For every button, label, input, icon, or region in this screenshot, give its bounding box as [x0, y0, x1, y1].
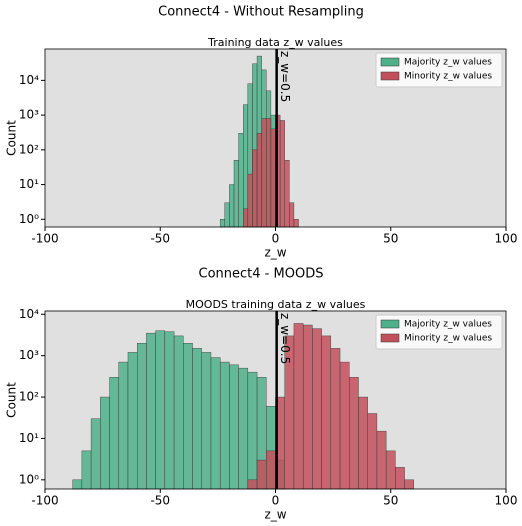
bar	[256, 133, 262, 228]
reference-label: z_w=0.5	[278, 51, 292, 102]
y-tick-label: 10²	[19, 390, 39, 404]
bar	[284, 160, 290, 228]
x-tick-label: 50	[383, 494, 398, 508]
y-tick-label: 10⁰	[19, 472, 39, 486]
bar	[201, 352, 212, 490]
bar	[247, 479, 258, 490]
bar	[256, 459, 267, 490]
bar	[339, 361, 350, 490]
y-axis-label: Count	[5, 382, 19, 418]
bar	[293, 323, 304, 490]
bar	[293, 219, 299, 228]
axes-title: Training data z_w values	[207, 36, 343, 49]
bar	[302, 324, 313, 490]
bar	[312, 328, 322, 490]
legend-swatch	[380, 333, 400, 343]
bar	[155, 330, 166, 490]
bar	[395, 467, 405, 490]
bar	[127, 352, 138, 490]
bar	[349, 377, 359, 490]
bar	[210, 357, 221, 490]
legend-label: Minority z_w values	[404, 334, 492, 344]
x-tick-label: -100	[31, 494, 58, 508]
bar	[270, 128, 276, 228]
bar	[118, 361, 129, 490]
bar	[385, 450, 396, 490]
bar	[219, 219, 225, 228]
y-tick-label: 10⁴	[19, 73, 39, 87]
bar	[100, 396, 110, 490]
x-tick-label: -50	[150, 494, 170, 508]
y-tick-label: 10¹	[19, 177, 39, 191]
bar	[367, 413, 378, 490]
bar	[136, 343, 147, 490]
figure-title: Connect4 - Without Resampling	[158, 5, 364, 20]
bar	[266, 118, 272, 228]
bar	[376, 430, 387, 490]
bar	[229, 364, 239, 490]
x-tick-label: 100	[495, 232, 518, 246]
bar	[279, 120, 285, 228]
bar	[358, 396, 368, 490]
legend-box	[375, 314, 503, 350]
bar	[247, 371, 258, 490]
reference-label: z_w=0.5	[278, 313, 292, 364]
y-axis-label: Count	[5, 120, 19, 156]
bar	[243, 208, 249, 228]
bar	[266, 450, 276, 490]
bar	[330, 348, 341, 490]
bar	[164, 331, 175, 490]
legend-label: Majority z_w values	[404, 58, 492, 68]
bar	[72, 479, 83, 490]
y-tick-label: 10²	[19, 142, 39, 156]
x-axis-label: z_w	[264, 246, 286, 260]
y-tick-label: 10³	[19, 108, 39, 122]
x-tick-label: 100	[495, 494, 518, 508]
bar	[109, 377, 119, 490]
bar	[192, 348, 202, 490]
axes-title: MOODS training data z_w values	[186, 298, 366, 311]
x-tick-label: 0	[272, 232, 280, 246]
bar	[90, 418, 101, 490]
x-tick-label: -50	[150, 232, 170, 246]
legend-swatch	[380, 319, 400, 329]
bar	[229, 184, 235, 228]
y-tick-label: 10¹	[19, 431, 39, 445]
bar	[321, 335, 332, 490]
bar	[238, 133, 244, 228]
legend-label: Minority z_w values	[404, 72, 492, 82]
bar	[261, 118, 267, 228]
x-axis-label: z_w	[264, 508, 286, 522]
bar	[247, 173, 253, 228]
y-tick-label: 10⁰	[19, 212, 39, 226]
bar	[146, 332, 156, 490]
bar	[173, 335, 184, 490]
bar	[183, 343, 193, 490]
bar	[404, 479, 414, 490]
legend-box	[375, 52, 503, 88]
bar	[233, 160, 239, 228]
bar	[289, 202, 295, 228]
bar	[224, 202, 230, 228]
legend-label: Majority z_w values	[404, 320, 492, 330]
y-tick-label: 10³	[19, 348, 39, 362]
figure-title: Connect4 - MOODS	[199, 267, 324, 282]
x-tick-label: 0	[272, 494, 280, 508]
x-tick-label: -100	[31, 232, 58, 246]
y-tick-label: 10⁴	[19, 307, 39, 321]
bar	[252, 149, 258, 228]
bar	[238, 367, 249, 490]
bar	[81, 450, 92, 490]
legend-swatch	[380, 71, 400, 81]
x-tick-label: 50	[383, 232, 398, 246]
bar	[219, 361, 230, 490]
legend-swatch	[380, 57, 400, 67]
